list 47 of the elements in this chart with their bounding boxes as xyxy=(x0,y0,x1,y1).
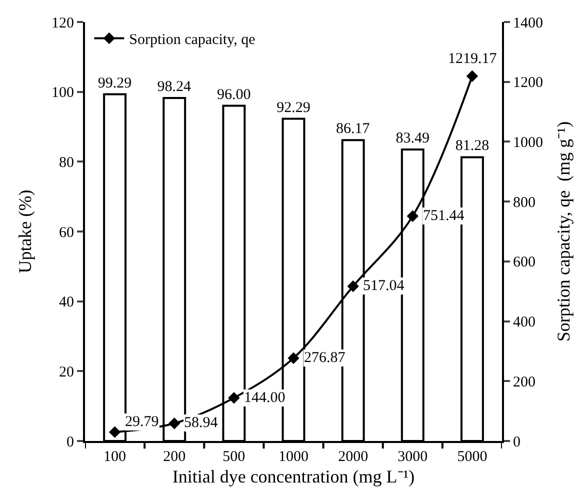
data-label: 29.79 xyxy=(125,414,159,430)
data-label: 92.29 xyxy=(276,100,310,116)
x-tick-label: 3000 xyxy=(398,449,428,465)
y2-tick-label: 1200 xyxy=(513,75,543,92)
data-label: 99.29 xyxy=(98,75,132,92)
x-tick-label: 2000 xyxy=(338,449,368,465)
data-label: 58.94 xyxy=(184,415,218,431)
data-label: 86.17 xyxy=(336,121,370,138)
y-tick-label: 120 xyxy=(52,15,74,32)
y-tick-label: 0 xyxy=(66,434,74,450)
data-label: 517.04 xyxy=(363,278,405,294)
y2-tick-label: 1400 xyxy=(513,15,543,32)
data-label: 751.44 xyxy=(423,208,465,224)
y-tick-label: 100 xyxy=(52,85,74,102)
data-label: 83.49 xyxy=(396,130,430,146)
point xyxy=(168,418,180,430)
y-tick-label: 80 xyxy=(59,154,74,171)
data-label: 276.87 xyxy=(304,350,346,366)
y2-tick-label: 0 xyxy=(513,434,520,450)
legend-label: Sorption capacity, qe xyxy=(129,32,256,48)
point xyxy=(288,352,300,364)
y-axis-title: Uptake (%) xyxy=(15,190,36,274)
x-axis-title: Initial dye concentration (mg L⁻¹) xyxy=(172,466,415,487)
y2-tick-label: 200 xyxy=(513,374,536,390)
data-label: 81.28 xyxy=(455,138,490,154)
data-label: 98.24 xyxy=(157,78,192,95)
y2-tick-label: 800 xyxy=(513,194,536,211)
data-label: 144.00 xyxy=(244,390,286,406)
point xyxy=(228,392,240,404)
x-tick-label: 1000 xyxy=(278,449,308,465)
x-tick-label: 100 xyxy=(104,449,126,465)
y2-tick-label: 600 xyxy=(513,254,536,271)
x-tick-label: 500 xyxy=(222,449,246,465)
data-label: 1219.17 xyxy=(448,51,498,67)
y-tick-label: 40 xyxy=(59,294,74,311)
point xyxy=(347,280,359,292)
y2-tick-label: 1000 xyxy=(513,134,543,151)
x-tick-label: 200 xyxy=(163,449,186,465)
data-label: 96.00 xyxy=(217,86,251,103)
x-tick-label: 5000 xyxy=(457,449,488,465)
y2-tick-label: 400 xyxy=(513,314,536,331)
y-tick-label: 60 xyxy=(59,224,74,241)
y-tick-label: 20 xyxy=(59,364,74,380)
point xyxy=(108,426,121,438)
y2-axis-title: Sorption capacity, qe (mg g⁻¹) xyxy=(554,121,574,342)
point xyxy=(406,210,418,222)
point xyxy=(466,70,478,82)
